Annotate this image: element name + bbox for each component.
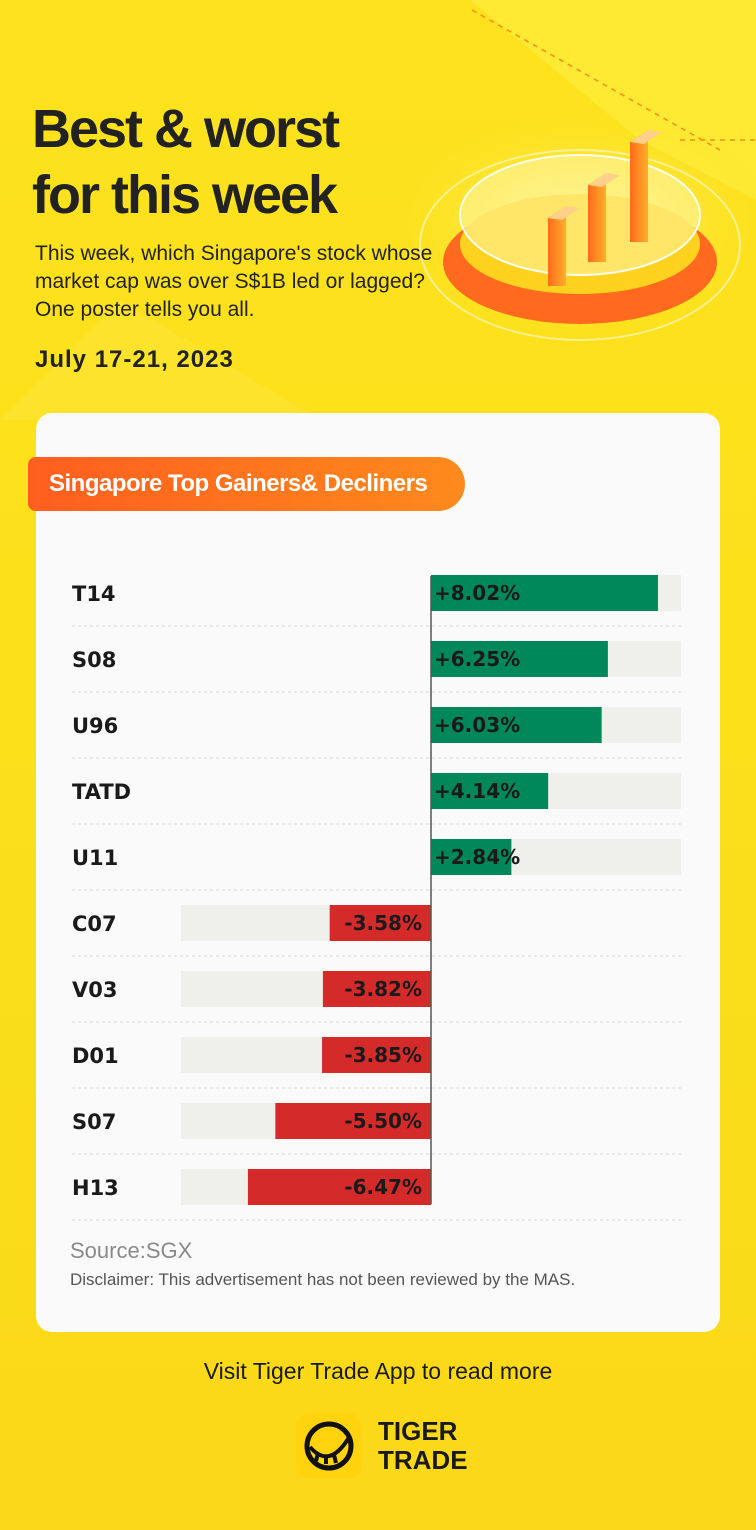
category-label: TATD bbox=[72, 780, 131, 804]
value-label: -3.82% bbox=[344, 977, 422, 1001]
value-label: -3.85% bbox=[344, 1043, 422, 1067]
date-range: July 17-21, 2023 bbox=[35, 346, 234, 373]
value-label: -6.47% bbox=[344, 1175, 422, 1199]
value-label: +2.84% bbox=[434, 845, 520, 869]
source-label: Source:SGX bbox=[70, 1238, 193, 1263]
decline-bar bbox=[329, 905, 431, 941]
value-label: +8.02% bbox=[434, 581, 520, 605]
gain-bar bbox=[431, 575, 658, 611]
brand-line-1: TIGER bbox=[378, 1416, 458, 1446]
decline-bar bbox=[322, 971, 431, 1007]
page-title: Best & worst for this week bbox=[32, 96, 340, 228]
brand-line-2: TRADE bbox=[378, 1445, 468, 1475]
value-label: +4.14% bbox=[434, 779, 520, 803]
category-label: D01 bbox=[72, 1044, 119, 1068]
title-line-1: Best & worst bbox=[32, 99, 340, 159]
title-line-2: for this week bbox=[32, 165, 338, 225]
value-label: +6.25% bbox=[434, 647, 520, 671]
value-label: -3.58% bbox=[344, 911, 422, 935]
gain-bar bbox=[431, 707, 602, 743]
gain-bar bbox=[431, 773, 549, 809]
category-label: U11 bbox=[72, 846, 118, 870]
disclaimer-text: Disclaimer: This advertisement has not b… bbox=[70, 1270, 576, 1289]
intro-text: This week, which Singapore's stock whose… bbox=[35, 242, 433, 321]
gain-bar bbox=[431, 641, 608, 677]
category-label: V03 bbox=[72, 978, 117, 1002]
brand-name: TIGER TRADE bbox=[378, 1417, 468, 1475]
value-label: +6.03% bbox=[434, 713, 520, 737]
decline-bar bbox=[322, 1037, 431, 1073]
category-label: C07 bbox=[72, 912, 117, 936]
category-label: H13 bbox=[72, 1176, 119, 1200]
category-label: S08 bbox=[72, 648, 116, 672]
value-label: -5.50% bbox=[344, 1109, 422, 1133]
cta-text[interactable]: Visit Tiger Trade App to read more bbox=[203, 1358, 553, 1384]
category-label: T14 bbox=[72, 582, 116, 606]
gain-bar bbox=[431, 839, 512, 875]
tiger-logo-icon[interactable] bbox=[296, 1413, 362, 1479]
category-label: S07 bbox=[72, 1110, 116, 1134]
decline-bar bbox=[247, 1169, 431, 1205]
decline-bar bbox=[275, 1103, 431, 1139]
category-label: U96 bbox=[72, 714, 118, 738]
chart-tag: Singapore Top Gainers& Decliners bbox=[28, 457, 465, 511]
bar-chart-icon bbox=[548, 130, 662, 286]
